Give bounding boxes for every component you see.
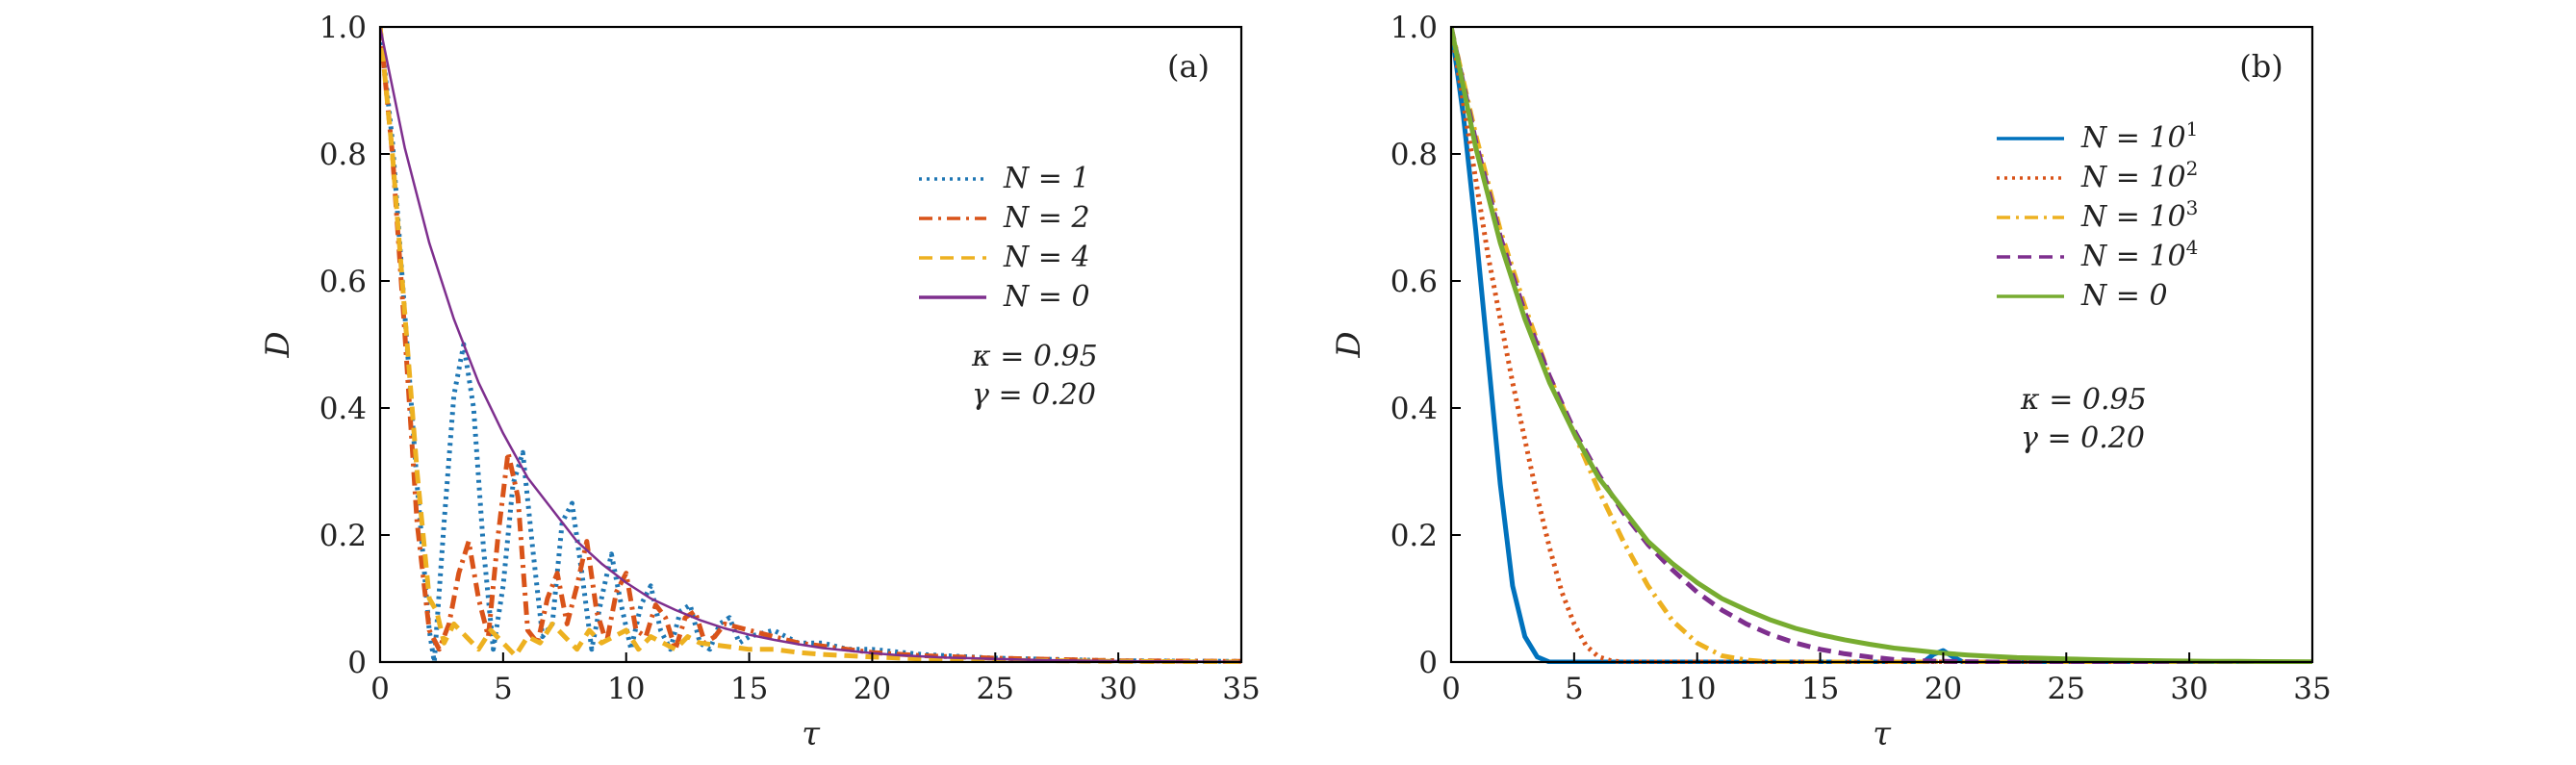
x-tick-label: 25 bbox=[2048, 672, 2085, 706]
panel-label: (b) bbox=[2239, 48, 2283, 85]
y-tick-label: 0 bbox=[347, 646, 367, 680]
y-tick-label: 0.8 bbox=[1390, 138, 1438, 172]
plot-frame bbox=[1449, 25, 2314, 664]
x-tick-label: 10 bbox=[607, 672, 645, 706]
y-tick-label: 0.6 bbox=[1390, 265, 1438, 299]
series-line-2 bbox=[380, 26, 1241, 664]
series-line-4 bbox=[1451, 26, 2312, 664]
y-tick-label: 0 bbox=[1418, 646, 1438, 680]
y-tick-label: 0.8 bbox=[319, 138, 367, 172]
legend-label: N = 1 bbox=[1003, 162, 1090, 195]
parameter-annotation: κ = 0.95 bbox=[2020, 383, 2147, 417]
legend-label: N = 0 bbox=[2080, 279, 2168, 313]
x-tick-label: 35 bbox=[2293, 672, 2331, 706]
x-axis-label: τ bbox=[1873, 715, 1892, 753]
panel-a: 0 5 10 15 20 25 30 35 0 0.2 0.4 0.6 0.8 1.0 τ D (a) N = 1… bbox=[259, 11, 1261, 753]
series-line-2 bbox=[1451, 26, 2312, 664]
panel-label: (a) bbox=[1167, 48, 1210, 85]
series-line-1 bbox=[380, 26, 1241, 664]
series-line-3 bbox=[380, 26, 1241, 663]
x-tick-label: 0 bbox=[1441, 672, 1461, 706]
panel-b: 0 5 10 15 20 25 30 35 0 0.2 0.4 0.6 0.8 1.0 τ D (b) N = 1… bbox=[1330, 11, 2332, 753]
y-tick-label: 0.2 bbox=[319, 519, 367, 553]
y-axis-label: D bbox=[1330, 331, 1368, 358]
y-tick-label: 0.4 bbox=[1390, 392, 1438, 426]
legend-label: N = 104 bbox=[2080, 236, 2198, 273]
x-tick-label: 10 bbox=[1678, 672, 1716, 706]
x-axis-label: τ bbox=[802, 715, 821, 753]
y-tick-label: 0.2 bbox=[1390, 519, 1438, 553]
legend-label: N = 0 bbox=[1003, 280, 1090, 314]
x-tick-label: 5 bbox=[494, 672, 513, 706]
series-line-1 bbox=[1451, 26, 2312, 664]
series-line-0 bbox=[380, 26, 1241, 664]
x-tick-label: 5 bbox=[1565, 672, 1584, 706]
x-tick-label: 15 bbox=[1801, 672, 1839, 706]
y-tick-label: 1.0 bbox=[1390, 11, 1438, 45]
x-tick-label: 30 bbox=[2170, 672, 2207, 706]
plot-frame bbox=[378, 25, 1243, 664]
legend-label: N = 102 bbox=[2080, 157, 2198, 194]
x-tick-label: 35 bbox=[1222, 672, 1260, 706]
y-tick-label: 0.6 bbox=[319, 265, 367, 299]
legend-label: N = 103 bbox=[2080, 196, 2198, 234]
x-tick-label: 15 bbox=[730, 672, 768, 706]
legend-label: N = 2 bbox=[1003, 201, 1090, 235]
x-tick-label: 20 bbox=[1925, 672, 1962, 706]
y-tick-label: 0.4 bbox=[319, 392, 367, 426]
legend-label: N = 101 bbox=[2080, 117, 2198, 155]
x-tick-label: 25 bbox=[977, 672, 1014, 706]
legend-label: N = 4 bbox=[1003, 241, 1090, 274]
parameter-annotation: κ = 0.95 bbox=[971, 340, 1098, 373]
x-tick-label: 30 bbox=[1099, 672, 1136, 706]
legend: N = 1 N = 2 N = 4 N = 0 bbox=[919, 162, 1090, 314]
y-tick-label: 1.0 bbox=[319, 11, 367, 45]
x-tick-label: 0 bbox=[370, 672, 390, 706]
y-axis-label: D bbox=[259, 331, 297, 358]
x-tick-label: 20 bbox=[854, 672, 891, 706]
parameter-annotation: γ = 0.20 bbox=[972, 378, 1096, 412]
parameter-annotation: γ = 0.20 bbox=[2021, 421, 2145, 455]
